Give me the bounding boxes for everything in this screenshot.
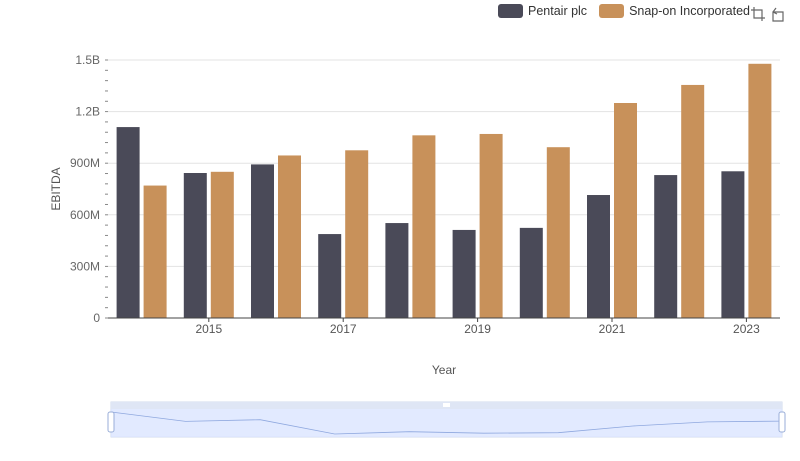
bar-snap-on: [614, 103, 637, 318]
zoom-icon[interactable]: [750, 6, 766, 22]
x-axis-ticks: 2015 2017 2019 2021 2023: [195, 318, 760, 336]
zoom-move-handle[interactable]: [443, 403, 450, 407]
bar-snap-on: [345, 150, 369, 318]
legend-label: Pentair plc: [528, 4, 588, 18]
bar-snap-on: [748, 63, 772, 319]
bar-snap-on: [278, 155, 301, 318]
bar-pentair: [452, 229, 476, 318]
bar-pentair: [318, 234, 342, 318]
y-tick-label: 1.2B: [75, 105, 100, 119]
bar-pentair: [116, 127, 140, 318]
data-zoom-slider[interactable]: [107, 401, 786, 438]
y-axis-label: EBITDA: [49, 167, 63, 210]
bar-snap-on: [546, 147, 570, 318]
bar-pentair: [587, 195, 610, 318]
x-tick-label: 2023: [733, 322, 760, 336]
x-axis-label: Year: [432, 363, 456, 377]
y-tick-label: 300M: [70, 259, 100, 273]
bar-snap-on: [681, 84, 705, 318]
legend-swatch: [599, 4, 625, 18]
y-tick-label: 0: [93, 311, 100, 325]
bar-group: [116, 63, 772, 319]
y-tick-label: 600M: [70, 208, 100, 222]
bar-pentair: [183, 173, 207, 318]
x-tick-label: 2021: [599, 322, 626, 336]
y-tick-label: 900M: [70, 156, 100, 170]
bar-snap-on: [210, 171, 234, 318]
y-axis-ticks: 0 300M 600M 900M 1.2B 1.5B: [70, 53, 108, 325]
x-tick-label: 2019: [464, 322, 491, 336]
bar-snap-on: [412, 135, 436, 318]
legend-label: Snap-on Incorporated: [629, 4, 750, 18]
bar-snap-on: [479, 133, 503, 318]
legend: Pentair plc Snap-on Incorporated: [498, 4, 762, 18]
bar-pentair: [519, 227, 543, 318]
zoom-handle-right[interactable]: [778, 411, 786, 433]
bar-pentair: [721, 171, 745, 318]
bar-pentair: [251, 164, 274, 318]
x-tick-label: 2015: [195, 322, 222, 336]
toolbox: [746, 6, 786, 22]
zoom-handle-left[interactable]: [107, 411, 115, 433]
bar-pentair: [385, 223, 409, 318]
zoom-preview-line: [110, 411, 783, 435]
grid-lines: [108, 59, 780, 267]
bar-pentair: [654, 175, 678, 318]
legend-swatch: [498, 4, 523, 18]
y-tick-label: 1.5B: [75, 53, 100, 67]
legend-item-pentair[interactable]: Pentair plc: [498, 4, 587, 18]
x-tick-label: 2017: [330, 322, 357, 336]
legend-item-snap-on[interactable]: Snap-on Incorporated: [599, 4, 750, 18]
restore-icon[interactable]: [770, 6, 786, 22]
bar-snap-on: [143, 185, 167, 318]
